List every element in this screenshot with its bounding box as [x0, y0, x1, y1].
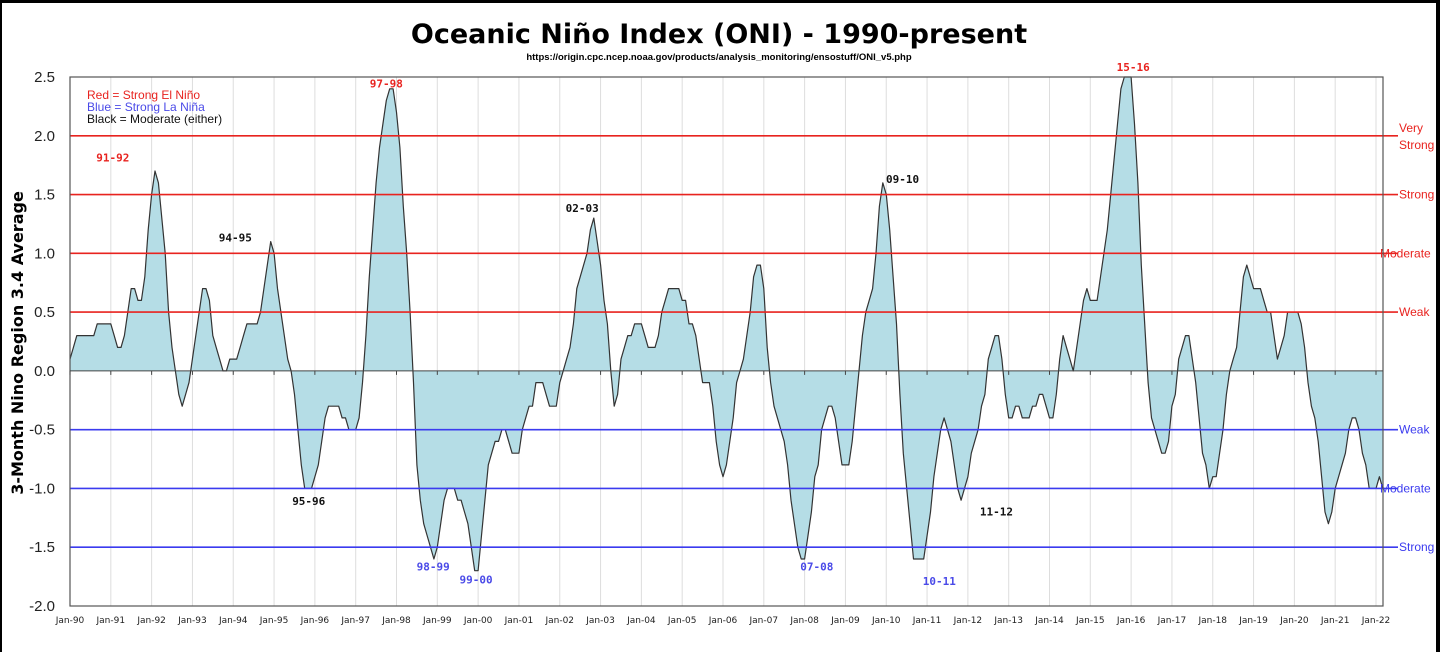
event-label-11-12: 11-12 — [980, 505, 1013, 518]
threshold-label: Moderate — [1380, 481, 1431, 495]
y-tick-label: -1.5 — [29, 539, 55, 556]
x-tick-label: Jan-90 — [55, 616, 85, 626]
x-tick-label: Jan-11 — [912, 616, 942, 626]
event-label-91-92: 91-92 — [96, 152, 129, 165]
event-label-09-10: 09-10 — [886, 173, 919, 186]
x-tick-label: Jan-16 — [1116, 616, 1146, 626]
threshold-label: Weak — [1399, 305, 1430, 319]
x-tick-label: Jan-22 — [1361, 616, 1391, 626]
threshold-label: Moderate — [1380, 246, 1431, 260]
legend-entry: Red = Strong El Niño — [87, 88, 200, 102]
y-tick-label: 0.0 — [34, 363, 55, 380]
chart-title: Oceanic Niño Index (ONI) - 1990-present — [411, 19, 1027, 50]
oni-area-layer — [69, 76, 1384, 572]
x-tick-label: Jan-08 — [789, 616, 819, 626]
event-label-94-95: 94-95 — [219, 232, 252, 245]
x-tick-label: Jan-17 — [1157, 616, 1187, 626]
x-tick-label: Jan-04 — [626, 616, 656, 626]
legend-entry: Black = Moderate (either) — [87, 112, 222, 126]
x-tick-label: Jan-13 — [993, 616, 1023, 626]
x-tick-label: Jan-02 — [544, 616, 574, 626]
y-tick-label: -2.0 — [29, 598, 55, 615]
y-tick-label: 1.0 — [34, 245, 55, 262]
x-tick-label: Jan-05 — [667, 616, 697, 626]
x-tick-label: Jan-96 — [300, 616, 330, 626]
y-tick-label: 2.0 — [34, 128, 55, 145]
axes — [69, 76, 1384, 607]
x-tick-label: Jan-14 — [1034, 616, 1064, 626]
threshold-lines: Very Strong Strong Moderate Weak Weak Moderate… — [70, 121, 1434, 554]
x-tick-label: Jan-20 — [1279, 616, 1309, 626]
plot-border — [69, 76, 1384, 607]
threshold-label: Very Strong — [1399, 121, 1434, 152]
threshold-label: Weak — [1399, 423, 1430, 437]
x-tick-label: Jan-19 — [1238, 616, 1268, 626]
event-label-02-03: 02-03 — [566, 202, 599, 215]
chart-frame: Oceanic Niño Index (ONI) - 1990-present … — [2, 3, 1436, 652]
chart-source-url: https://origin.cpc.ncep.noaa.gov/product… — [526, 52, 912, 63]
y-tick-label: -1.0 — [29, 480, 55, 497]
y-tick-label: -0.5 — [29, 422, 55, 439]
threshold-label: Strong — [1399, 188, 1434, 202]
x-tick-label: Jan-98 — [381, 616, 411, 626]
event-label-98-99: 98-99 — [417, 561, 450, 574]
x-tick-label: Jan-12 — [953, 616, 983, 626]
x-tick-label: Jan-01 — [504, 616, 534, 626]
event-annotations: 91-92 94-95 95-96 97-98 98-99 99-00 02-03 07-08… — [96, 61, 1150, 588]
y-tick-label: 0.5 — [34, 304, 55, 321]
x-tick-label: Jan-15 — [1075, 616, 1105, 626]
x-tick-label: Jan-21 — [1320, 616, 1350, 626]
threshold-label: Strong — [1399, 540, 1434, 554]
x-tick-label: Jan-03 — [585, 616, 615, 626]
x-tick-label: Jan-18 — [1197, 616, 1227, 626]
y-tick-labels: 2.5 2.0 1.5 1.0 0.5 0.0 -0.5 -1.0 -1.5 -2.0 — [29, 69, 55, 615]
event-label-95-96: 95-96 — [292, 495, 325, 508]
y-tick-label: 1.5 — [34, 187, 55, 204]
x-tick-label: Jan-94 — [218, 616, 248, 626]
x-tick-label: Jan-09 — [830, 616, 860, 626]
y-tick-label: 2.5 — [34, 69, 55, 86]
x-tick-label: Jan-10 — [871, 616, 901, 626]
oni-chart: Oceanic Niño Index (ONI) - 1990-present … — [8, 19, 1434, 626]
oni-line — [69, 76, 1384, 572]
legend-entry: Blue = Strong La Niña — [87, 100, 205, 114]
event-label-99-00: 99-00 — [460, 574, 493, 587]
x-tick-label: Jan-92 — [136, 616, 166, 626]
x-tick-label: Jan-07 — [749, 616, 779, 626]
x-tick-label: Jan-97 — [340, 616, 370, 626]
event-label-97-98: 97-98 — [370, 78, 403, 91]
y-axis-label: 3-Month Nino Region 3.4 Average — [8, 191, 27, 495]
x-tick-label: Jan-99 — [422, 616, 452, 626]
x-tick-label: Jan-00 — [463, 616, 493, 626]
event-label-15-16: 15-16 — [1117, 61, 1150, 74]
event-label-07-08: 07-08 — [800, 561, 833, 574]
x-tick-labels: Jan-90 Jan-91 Jan-92 Jan-93 Jan-94 Jan-95 Jan-… — [55, 616, 1391, 626]
x-tick-label: Jan-06 — [708, 616, 738, 626]
x-tick-label: Jan-93 — [177, 616, 207, 626]
x-tick-label: Jan-91 — [96, 616, 126, 626]
oni-area-fill — [70, 77, 1383, 571]
event-label-10-11: 10-11 — [923, 575, 956, 588]
x-tick-label: Jan-95 — [259, 616, 289, 626]
